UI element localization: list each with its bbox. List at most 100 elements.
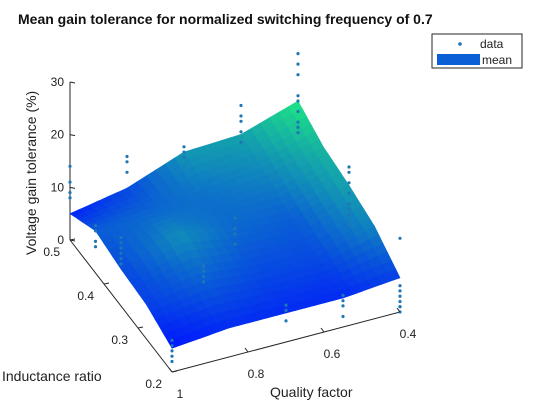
data-point: [296, 131, 300, 135]
data-point: [119, 257, 123, 261]
data-point: [296, 94, 300, 98]
x-tick: [320, 327, 325, 333]
z-axis-label: Voltage gain tolerance (%): [23, 91, 39, 255]
data-point: [119, 246, 123, 250]
mean-surface: [69, 100, 401, 349]
data-point: [93, 245, 98, 249]
legend-data-marker: [458, 42, 462, 46]
data-point: [233, 227, 237, 231]
x-tick-label: 0.6: [324, 347, 341, 361]
data-point: [296, 99, 300, 103]
y-axis-label: Inductance ratio: [2, 368, 102, 384]
y-tick: [103, 282, 110, 285]
data-point: [93, 224, 98, 228]
data-point: [347, 212, 351, 216]
data-point: [201, 280, 206, 284]
y-axis-line: [69, 239, 173, 373]
y-tick: [171, 370, 178, 373]
z-tick-label: 30: [51, 75, 65, 89]
data-point: [201, 264, 206, 268]
data-point: [170, 354, 174, 358]
z-tick: [69, 81, 76, 84]
x-tick-label: 1: [177, 387, 184, 401]
y-tick: [137, 326, 144, 329]
data-point: [170, 349, 174, 353]
data-point: [119, 241, 123, 245]
data-point: [233, 242, 237, 246]
data-point: [239, 130, 243, 134]
data-point: [233, 232, 237, 236]
data-point: [182, 145, 186, 149]
data-point: [201, 275, 206, 279]
legend-mean-label: mean: [482, 53, 512, 67]
data-point: [93, 229, 98, 233]
data-point: [284, 319, 288, 323]
data-point: [296, 73, 300, 77]
data-point: [119, 251, 123, 255]
data-point: [347, 181, 351, 185]
data-point: [296, 52, 300, 56]
data-point: [201, 269, 206, 273]
legend: data mean: [431, 33, 523, 69]
data-point: [68, 180, 72, 184]
data-point: [125, 154, 129, 159]
z-tick-label: 10: [51, 180, 65, 194]
data-point: [182, 166, 186, 170]
x-tick-label: 0.8: [248, 367, 265, 381]
data-point: [341, 304, 345, 308]
x-axis-label: Quality factor: [270, 384, 353, 400]
data-point: [125, 170, 129, 174]
data-point: [125, 160, 129, 164]
data-point: [347, 165, 351, 169]
axis-ticks: 1 0.8 0.6 0.4 0.2 0.3 0.4 0.50 10 20 30: [43, 75, 416, 401]
data-point: [347, 218, 351, 222]
z-tick-label: 20: [51, 128, 65, 142]
y-tick-label: 0.2: [145, 377, 162, 391]
x-axis-line: [171, 311, 401, 373]
data-point: [182, 150, 186, 154]
data-point: [341, 314, 345, 319]
data-point: [398, 236, 402, 240]
data-point: [68, 191, 72, 195]
data-point: [170, 344, 174, 348]
data-point: [68, 164, 72, 168]
data-point: [398, 284, 402, 288]
data-point: [93, 239, 98, 243]
data-point: [341, 293, 345, 297]
z-tick-label: 0: [57, 233, 64, 247]
data-point: [347, 191, 351, 195]
data-point: [239, 103, 243, 108]
data-point: [347, 202, 351, 206]
data-point: [398, 294, 402, 298]
y-tick-label: 0.3: [111, 333, 128, 347]
z-tick: [69, 239, 76, 242]
y-tick-label: 0.5: [43, 245, 60, 259]
legend-data-label: data: [480, 37, 504, 51]
data-point: [284, 308, 288, 312]
data-point: [398, 299, 402, 304]
data-point: [296, 109, 300, 114]
data-point: [296, 120, 300, 124]
data-point: [398, 289, 402, 293]
data-point: [347, 170, 351, 174]
data-point: [347, 223, 351, 227]
data-point: [119, 235, 123, 240]
z-tick: [69, 186, 76, 189]
chart-title: Mean gain tolerance for normalized switc…: [18, 11, 433, 27]
x-tick-label: 0.4: [400, 327, 417, 341]
data-point: [296, 125, 300, 129]
data-point: [119, 262, 123, 266]
data-point: [239, 114, 243, 118]
data-point: [296, 62, 300, 66]
data-point: [398, 305, 402, 309]
x-tick: [396, 307, 401, 313]
x-tick: [244, 347, 249, 353]
data-point: [284, 303, 288, 307]
data-point: [170, 338, 174, 342]
z-tick: [69, 134, 76, 137]
data-points: [68, 52, 402, 364]
data-point: [239, 119, 243, 123]
x-tick: [168, 367, 173, 373]
data-point: [239, 140, 243, 144]
